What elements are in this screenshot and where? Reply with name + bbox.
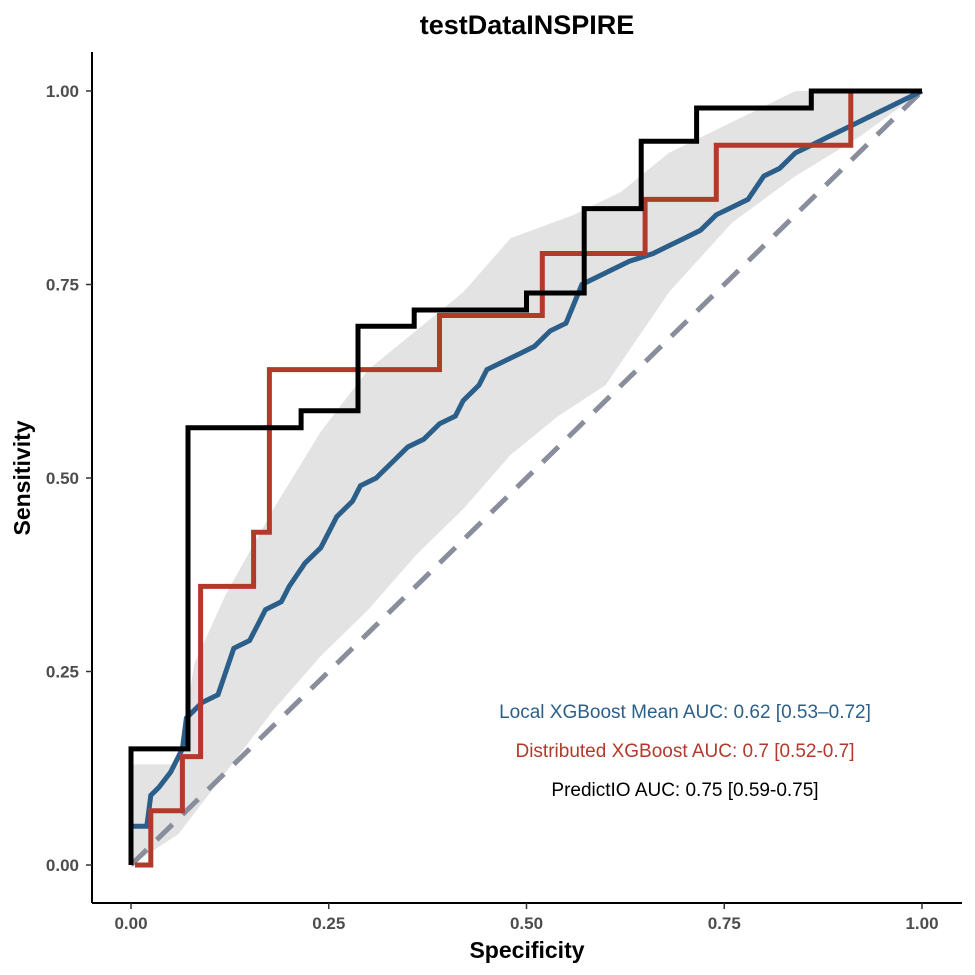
predictio-line (128, 88, 922, 865)
y-tick-label: 0.00 (46, 856, 79, 875)
legend-entry: Distributed XGBoost AUC: 0.7 [0.52-0.7] (515, 741, 854, 762)
y-tick-label: 0.50 (46, 469, 79, 488)
x-axis-ticks: 0.00 0.25 0.50 0.75 1.00 (114, 903, 939, 933)
x-tick-label: 0.25 (312, 914, 345, 933)
plot-area (128, 88, 924, 868)
legend: Local XGBoost Mean AUC: 0.62 [0.53–0.72]… (499, 702, 871, 801)
distributed-xgboost-line (135, 88, 922, 868)
y-axis-ticks: 0.00 0.25 0.50 0.75 1.00 (46, 82, 92, 875)
x-tick-label: 0.00 (114, 914, 147, 933)
y-tick-label: 0.75 (46, 276, 79, 295)
legend-entry: PredictIO AUC: 0.75 [0.59-0.75] (551, 780, 818, 801)
x-tick-label: 1.00 (905, 914, 938, 933)
x-axis-title: Specificity (469, 937, 584, 963)
local-xgboost-line (131, 88, 924, 829)
x-tick-label: 0.75 (708, 914, 741, 933)
y-tick-label: 1.00 (46, 82, 79, 101)
x-tick-label: 0.50 (510, 914, 543, 933)
legend-entry: Local XGBoost Mean AUC: 0.62 [0.53–0.72] (499, 702, 871, 723)
chart-title: testDataINSPIRE (420, 10, 635, 40)
y-tick-label: 0.25 (46, 663, 79, 682)
y-axis-title: Sensitivity (9, 420, 35, 535)
reference-diagonal-line (129, 89, 924, 867)
